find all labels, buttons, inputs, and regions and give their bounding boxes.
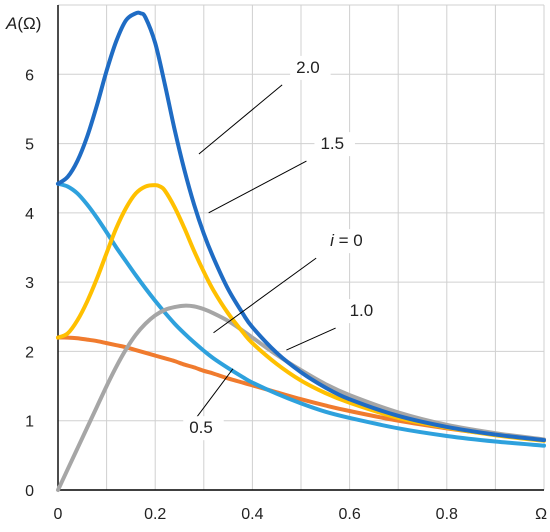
x-tick-label: 0.2 [144,506,166,523]
curve-label-background [183,416,224,441]
series-line-1-0 [56,181,546,448]
x-tick-label: 0.6 [338,506,360,523]
y-tick-label: 2 [25,344,34,361]
curve-label-2-0: 2.0 [296,58,320,77]
curve-labels: 2.0 1.5 i = 0 1.0 0.5 [183,55,385,441]
curve-label-background [314,132,355,157]
y-axis-label: A(Ω) [5,14,41,33]
x-tick-label: Ω [535,506,547,523]
curve-label-background [324,229,384,254]
curve-label-0-5: 0.5 [189,418,213,437]
x-tick-label: 0.4 [241,506,263,523]
x-tick-label: 0.8 [436,506,458,523]
series-line-1-5 [56,183,546,443]
leader-line-i-0 [213,257,317,334]
x-tick-label: 0 [54,506,63,523]
curve-label-background [343,299,385,324]
leader-line-2-0 [198,84,283,155]
y-tick-label: 5 [25,137,34,154]
curve-label-1-0: 1.0 [350,301,374,320]
leader-line-0-5 [194,368,234,420]
leader-line-1-5 [208,160,307,214]
curve-label-1-5: 1.5 [320,134,344,153]
curve-label-i-0: i = 0 [330,231,363,250]
curve-label-background [290,55,331,80]
y-tick-label: 0 [25,483,34,500]
tick-labels: 0 0.2 0.4 0.6 0.8 Ω 0 1 2 3 4 5 6 [25,67,547,523]
leader-line-1-0 [286,327,336,351]
series-line-i-0 [56,303,546,492]
y-tick-label: 3 [25,275,34,292]
series-line-0-5 [56,335,546,443]
series-line-2-0 [56,10,546,443]
y-tick-label: 1 [25,414,34,431]
axes [57,5,544,491]
y-tick-label: 6 [25,67,34,84]
series-layer [56,10,546,492]
y-tick-label: 4 [25,206,34,223]
